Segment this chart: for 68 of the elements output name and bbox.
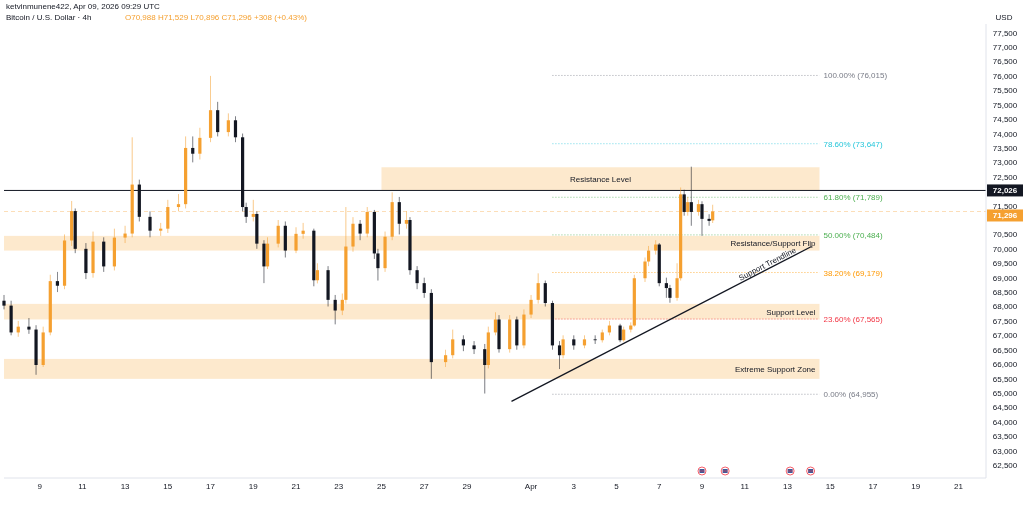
ref-line-label: 100.00% (76,015): [823, 71, 888, 81]
y-tick-label: 63,000: [992, 446, 1018, 456]
y-tick-label: 74,500: [992, 115, 1018, 125]
band-label: Resistance/Support Flip: [730, 239, 817, 249]
y-tick-label: 70,500: [992, 230, 1018, 240]
ref-line-label: 78.60% (73,647): [823, 139, 883, 149]
y-tick-label: 64,000: [992, 417, 1018, 427]
x-tick-label: 13: [120, 482, 131, 491]
x-tick-label: 9: [699, 482, 705, 491]
chart-title: Bitcoin / U.S. Dollar · 4h: [6, 13, 92, 22]
y-tick-label: 69,000: [992, 273, 1018, 283]
x-tick-label: 19: [248, 482, 259, 491]
y-tick-label: 70,000: [992, 244, 1018, 254]
y-tick-label: 72,500: [992, 172, 1018, 182]
x-tick-label: 25: [377, 482, 387, 491]
y-tick-label: 64,500: [992, 403, 1018, 413]
ref-line-label: 0.00% (64,955): [823, 390, 879, 400]
x-tick-label: 17: [868, 482, 878, 491]
y-tick-label: 77,500: [992, 28, 1018, 38]
y-tick-label: 76,500: [992, 57, 1018, 67]
y-tick-label: 66,500: [992, 345, 1018, 355]
x-tick-label: 21: [291, 482, 302, 491]
y-tick-label: 75,000: [992, 100, 1018, 110]
x-tick-label: 3: [571, 482, 577, 491]
chart-subtitle: O70,988 H71,529 L70,896 C71,296 +308 (+0.43%): [125, 13, 308, 22]
y-tick-label: 67,000: [992, 331, 1018, 341]
x-tick-label: 9: [37, 482, 43, 491]
text: ketvinmunene422, Apr 09, 2026 09:29 UTC: [6, 2, 161, 11]
ref-line-label: 61.80% (71,789): [823, 193, 883, 203]
y-axis-title: USD: [995, 13, 1013, 22]
ref-line-label: 23.60% (67,565): [823, 315, 883, 325]
ref-line-label: 71,296: [992, 211, 1018, 221]
y-tick-label: 63,500: [992, 432, 1018, 442]
y-tick-label: 73,000: [992, 158, 1018, 168]
y-tick-label: 69,500: [992, 259, 1018, 269]
x-tick-label: Apr: [524, 482, 538, 491]
x-tick-label: 5: [614, 482, 620, 491]
x-tick-label: 21: [953, 482, 964, 491]
y-tick-label: 62,500: [992, 461, 1018, 471]
y-tick-label: 68,500: [992, 288, 1018, 298]
x-tick-label: 17: [206, 482, 216, 491]
x-tick-label: 27: [419, 482, 430, 491]
y-tick-label: 74,000: [992, 129, 1018, 139]
x-tick-label: 29: [462, 482, 472, 491]
y-tick-label: 66,000: [992, 360, 1018, 370]
x-tick-label: 19: [911, 482, 921, 491]
x-tick-label: 11: [78, 482, 88, 491]
ref-line-label: 38.20% (69,179): [823, 268, 883, 278]
x-tick-label: 11: [740, 482, 750, 491]
x-tick-label: 23: [334, 482, 344, 491]
x-tick-label: 15: [825, 482, 836, 491]
y-tick-label: 76,000: [992, 71, 1018, 81]
y-tick-label: 65,000: [992, 388, 1018, 398]
x-tick-label: 7: [657, 482, 663, 491]
y-tick-label: 75,500: [992, 86, 1018, 96]
y-tick-label: 77,000: [992, 43, 1018, 53]
y-tick-label: 68,000: [992, 302, 1018, 312]
y-tick-label: 67,500: [992, 316, 1018, 326]
band-label: Support Level: [766, 307, 816, 317]
ref-line-label: 50.00% (70,484): [823, 230, 883, 240]
y-tick-label: 65,500: [992, 374, 1018, 384]
x-tick-label: 15: [163, 482, 173, 491]
band-label: Resistance Level: [570, 174, 632, 184]
ref-line-label: 72,026: [992, 186, 1018, 196]
y-tick-label: 73,500: [992, 143, 1018, 153]
y-tick-label: 71,500: [992, 201, 1018, 211]
band-label: Extreme Support Zone: [735, 364, 817, 374]
x-tick-label: 13: [783, 482, 793, 491]
